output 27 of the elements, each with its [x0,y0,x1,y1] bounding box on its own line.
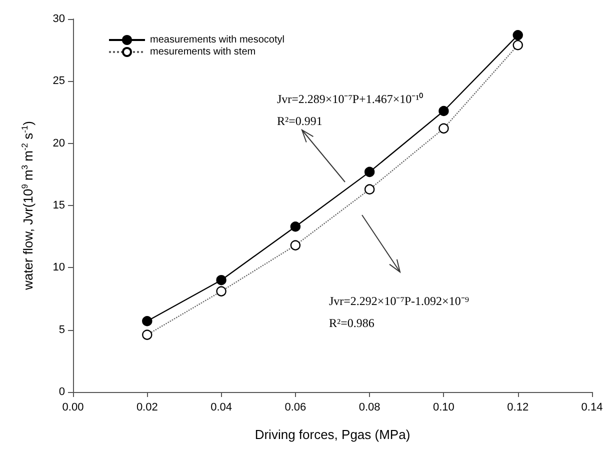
y-tick-label: 30 [52,13,65,25]
x-axis-title: Driving forces, Pgas (MPa) [254,427,410,442]
x-tick-label: 0.10 [433,402,454,414]
x-tick-label: 0.04 [210,402,232,414]
point [364,166,375,178]
x-tick-label: 0.12 [507,402,529,414]
y-tick-label: 0 [58,386,65,398]
text: water flow, Jvr(109 m3 m-2 s-1) [20,121,36,290]
y-tick-label: 10 [52,262,65,274]
point [216,275,226,286]
point [290,222,301,232]
x-tick-label: 0.02 [136,402,158,414]
annotation: Jvr=2.292×10⁻⁷P-1.092×10⁻⁹ R²=0.986 [329,294,470,330]
point [142,316,152,326]
legend-label: mesurements with stem [150,46,256,58]
point [438,106,449,116]
annotation: Jvr=2.289×10⁻⁷P+1.467×10⁻¹⁰ R²=0.991 [277,92,424,128]
y-tick-label: 5 [58,324,65,336]
y-tick-label: 15 [52,200,65,212]
y-tick-label: 25 [52,75,65,88]
y-tick-label: 20 [52,137,65,150]
x-tick-label: 0.00 [62,402,84,414]
legend-label: measurements with mesocotyl [150,34,284,46]
point [512,30,523,40]
x-tick-label: 0.06 [284,402,306,414]
x-tick-label: 0.08 [358,402,380,414]
x-tick-label: 0.14 [581,402,603,414]
